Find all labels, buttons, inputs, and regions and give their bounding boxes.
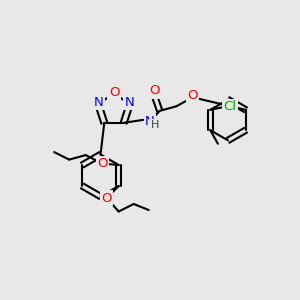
Text: O: O bbox=[149, 84, 160, 97]
Text: Cl: Cl bbox=[224, 100, 237, 113]
Text: O: O bbox=[97, 157, 107, 170]
Text: H: H bbox=[150, 120, 159, 130]
Text: N: N bbox=[93, 95, 103, 109]
Text: O: O bbox=[188, 89, 198, 102]
Text: O: O bbox=[101, 191, 112, 205]
Text: O: O bbox=[109, 86, 119, 100]
Text: N: N bbox=[125, 95, 135, 109]
Text: N: N bbox=[145, 115, 155, 128]
